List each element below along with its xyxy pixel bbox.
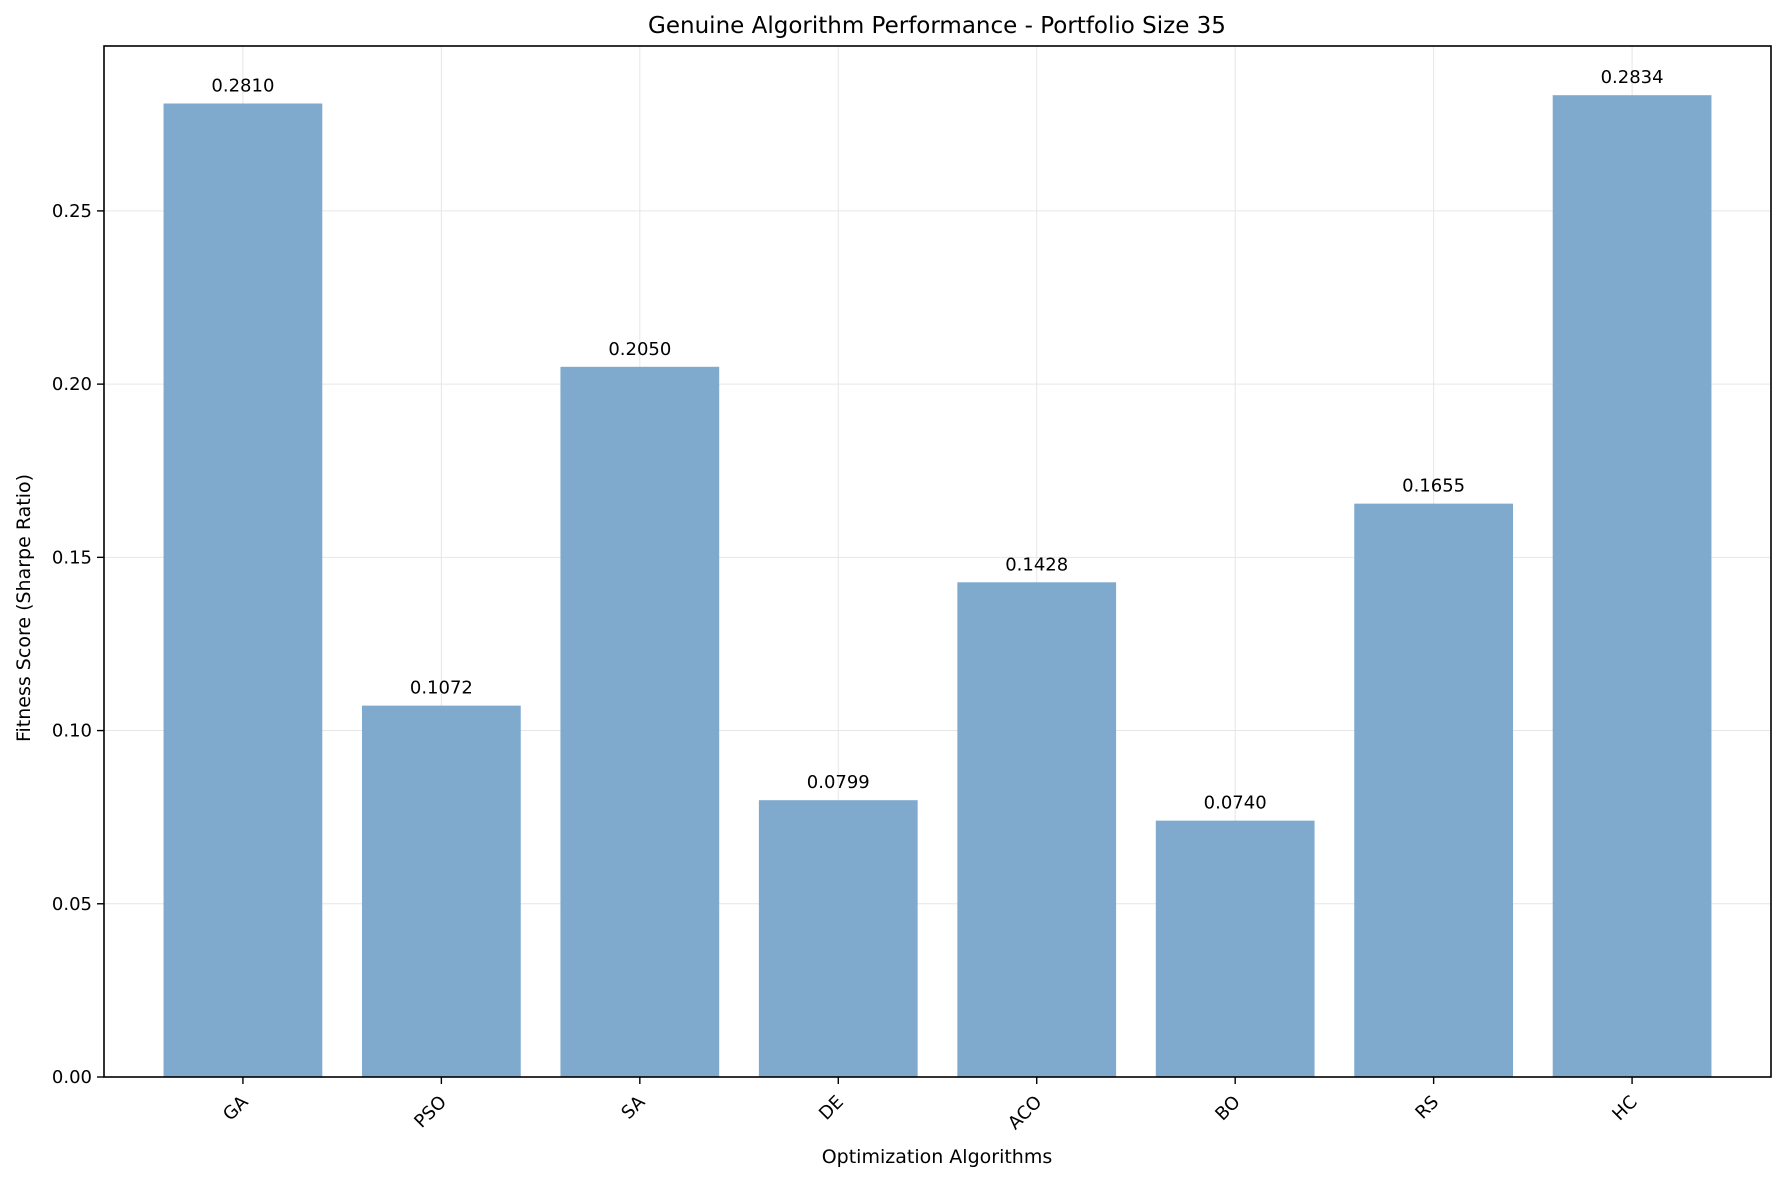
x-tick-label: SA bbox=[617, 1091, 649, 1123]
x-axis-ticks: GA PSO SA DE ACO BO RS HC bbox=[219, 1077, 1642, 1134]
value-label: 0.1072 bbox=[410, 678, 473, 699]
bar-sa bbox=[560, 366, 720, 1077]
bar-aco bbox=[957, 582, 1117, 1077]
value-label: 0.0799 bbox=[807, 772, 870, 793]
value-label: 0.1428 bbox=[1005, 554, 1068, 575]
x-tick-label: BO bbox=[1211, 1092, 1244, 1125]
grid-lines bbox=[104, 46, 1771, 1078]
x-tick-label: RS bbox=[1411, 1092, 1443, 1124]
bar-bo bbox=[1155, 820, 1315, 1077]
value-label: 0.1655 bbox=[1402, 476, 1465, 497]
bar-ga bbox=[163, 103, 323, 1078]
bar-de bbox=[758, 800, 918, 1077]
value-label: 0.0740 bbox=[1204, 793, 1267, 814]
bar-hc bbox=[1552, 95, 1712, 1078]
y-tick-label: 0.10 bbox=[52, 721, 92, 742]
x-tick-label: HC bbox=[1608, 1092, 1641, 1125]
bars bbox=[163, 95, 1712, 1078]
value-label: 0.2810 bbox=[211, 76, 274, 97]
chart-title: Genuine Algorithm Performance - Portfoli… bbox=[648, 13, 1226, 39]
y-axis-label: Fitness Score (Sharpe Ratio) bbox=[13, 474, 35, 742]
x-tick-label: DE bbox=[815, 1092, 848, 1125]
y-tick-label: 0.00 bbox=[52, 1067, 92, 1088]
bar-rs bbox=[1354, 503, 1514, 1077]
x-axis-label: Optimization Algorithms bbox=[822, 1146, 1053, 1168]
y-tick-label: 0.25 bbox=[52, 201, 92, 222]
y-tick-label: 0.15 bbox=[52, 547, 92, 568]
x-tick-label: GA bbox=[219, 1091, 253, 1125]
value-label: 0.2050 bbox=[608, 339, 671, 360]
x-tick-label: ACO bbox=[1004, 1092, 1046, 1134]
plot-frame bbox=[103, 45, 1772, 1078]
value-label: 0.2834 bbox=[1601, 67, 1664, 88]
y-tick-label: 0.20 bbox=[52, 374, 92, 395]
value-labels: 0.2810 0.1072 0.2050 0.0799 0.1428 0.0740 0.16… bbox=[211, 67, 1663, 813]
bar-pso bbox=[361, 705, 521, 1077]
y-tick-label: 0.05 bbox=[52, 894, 92, 915]
x-tick-label: PSO bbox=[410, 1092, 451, 1133]
y-axis-ticks: 0.00 0.05 0.10 0.15 0.20 0.25 bbox=[52, 201, 104, 1088]
